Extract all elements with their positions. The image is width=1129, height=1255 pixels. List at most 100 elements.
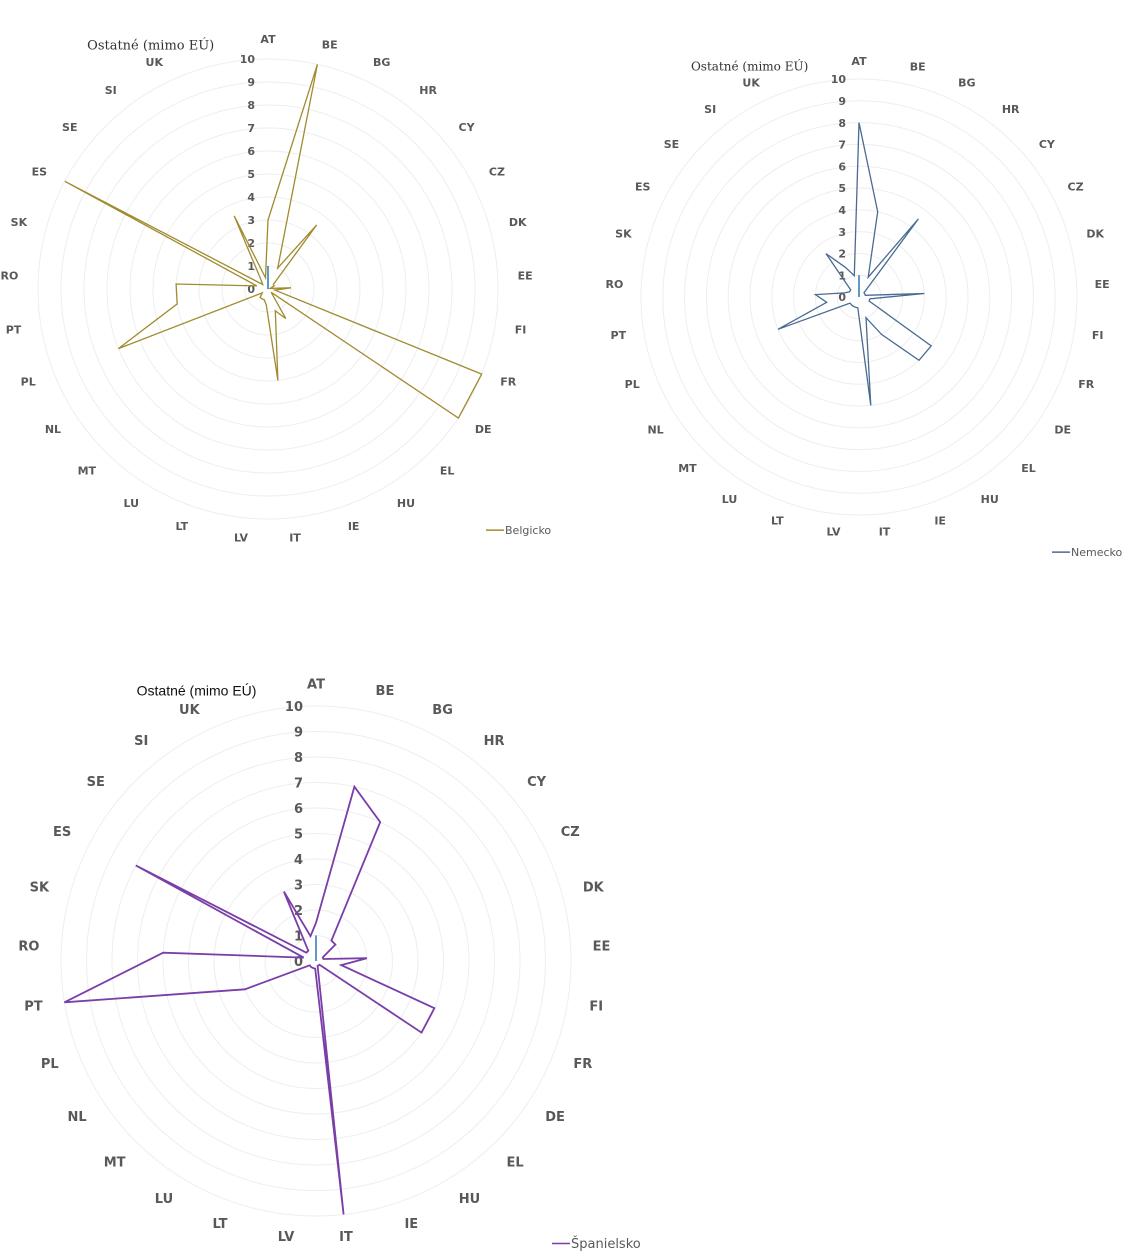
category-label: IT <box>339 1230 353 1245</box>
grid-ring <box>162 807 470 1115</box>
radar-chart-1: 0 1 2 3 4 5 6 7 8 9 10 AT BE BG HR CY CZ DK EE FI FR DE EL HU IE… <box>1 33 552 545</box>
category-label: SK <box>11 216 28 229</box>
category-label: DK <box>1086 228 1104 241</box>
category-label: DE <box>475 423 492 436</box>
tick-label: 0 <box>838 291 846 304</box>
grid-ring <box>727 165 991 429</box>
category-label: MT <box>678 462 697 475</box>
category-label: CY <box>527 775 547 790</box>
tick-label: 3 <box>247 214 255 227</box>
grid-ring <box>749 187 969 407</box>
tick-label: 10 <box>240 53 256 66</box>
legend-label: Belgicko <box>505 524 551 537</box>
category-label: CZ <box>1068 180 1084 193</box>
category-label: ES <box>53 825 71 840</box>
category-label: BG <box>958 77 975 90</box>
tick-label: 8 <box>838 117 846 130</box>
grid-ring <box>106 127 430 451</box>
tick-label: 2 <box>838 248 846 261</box>
category-label: BE <box>910 60 926 73</box>
category-label: AT <box>851 55 867 68</box>
category-label: IT <box>879 525 891 538</box>
category-label: HU <box>397 497 415 510</box>
category-label: DK <box>583 880 605 895</box>
tick-label: 4 <box>294 853 303 868</box>
category-label: Ostatné (mimo EÚ) <box>87 36 214 53</box>
grid-ring <box>705 143 1013 451</box>
grid-ring <box>239 884 393 1038</box>
grid-ring <box>129 150 407 428</box>
category-label: PT <box>24 999 43 1014</box>
category-label: HU <box>981 493 999 506</box>
category-label: Ostatné (mimo EÚ) <box>691 58 808 74</box>
tick-label: 7 <box>247 122 255 135</box>
category-label: LU <box>155 1192 173 1207</box>
category-label: MT <box>78 464 97 477</box>
grid-ring <box>37 58 499 520</box>
category-label: EL <box>440 464 455 477</box>
tick-label: 9 <box>838 95 846 108</box>
category-label: UK <box>179 703 201 718</box>
category-label: CY <box>459 121 476 134</box>
grid-ring <box>264 909 368 1013</box>
category-label: NL <box>647 423 663 436</box>
category-label: LT <box>175 520 188 533</box>
category-label: HR <box>484 734 505 749</box>
category-label: EL <box>1021 462 1036 475</box>
category-label: CZ <box>561 825 580 840</box>
tick-label: 2 <box>247 237 255 250</box>
series-line <box>64 64 483 420</box>
grid-ring <box>83 104 453 474</box>
category-label: MT <box>104 1156 126 1171</box>
category-label: FI <box>1092 329 1104 342</box>
category-label: EE <box>518 269 533 282</box>
tick-label: 10 <box>831 73 847 86</box>
category-label: PT <box>611 329 627 342</box>
tick-label: 1 <box>838 269 846 282</box>
tick-label: 6 <box>294 802 303 817</box>
category-label: SK <box>30 880 50 895</box>
category-label: LU <box>124 497 140 510</box>
category-label: UK <box>146 56 164 69</box>
grid-ring <box>111 756 521 1166</box>
category-label: FR <box>500 375 517 388</box>
tick-label: 7 <box>838 139 846 152</box>
tick-label: 8 <box>294 751 303 766</box>
grid-ring <box>152 173 384 405</box>
legend: Nemecko <box>1052 546 1123 559</box>
tick-label: 4 <box>247 191 255 204</box>
category-label: FI <box>589 999 603 1014</box>
category-label: FR <box>573 1057 592 1072</box>
category-label: IT <box>289 531 301 544</box>
category-label: SE <box>62 121 77 134</box>
category-label: BE <box>376 684 395 699</box>
category-label: AT <box>260 33 276 46</box>
radar-grid <box>60 705 572 1217</box>
category-label: SE <box>87 775 105 790</box>
category-label: LT <box>213 1217 228 1232</box>
category-label: SI <box>134 734 148 749</box>
tick-label: 3 <box>294 878 303 893</box>
grid-ring <box>188 833 444 1089</box>
category-label: CY <box>1039 138 1056 151</box>
category-label: NL <box>68 1110 87 1125</box>
radar-chart-3: 0 1 2 3 4 5 6 7 8 9 10 AT BE BG HR CY CZ DK EE FI FR DE EL HU IE… <box>18 678 640 1252</box>
series-line <box>63 784 436 1215</box>
tick-label: 0 <box>294 955 303 970</box>
category-label: SI <box>704 103 716 116</box>
category-label: DK <box>509 216 527 229</box>
category-label: UK <box>742 77 760 90</box>
tick-label: 2 <box>294 904 303 919</box>
tick-label: 9 <box>247 76 255 89</box>
grid-ring <box>86 731 546 1191</box>
grid-ring <box>793 231 925 363</box>
grid-ring <box>60 705 572 1217</box>
category-label: EE <box>1095 278 1110 291</box>
category-label: SK <box>615 228 632 241</box>
category-label: ES <box>635 180 651 193</box>
grid-ring <box>771 209 947 385</box>
legend: Španielsko <box>552 1236 641 1252</box>
grid-ring <box>814 252 904 342</box>
legend-label: Nemecko <box>1071 546 1123 559</box>
